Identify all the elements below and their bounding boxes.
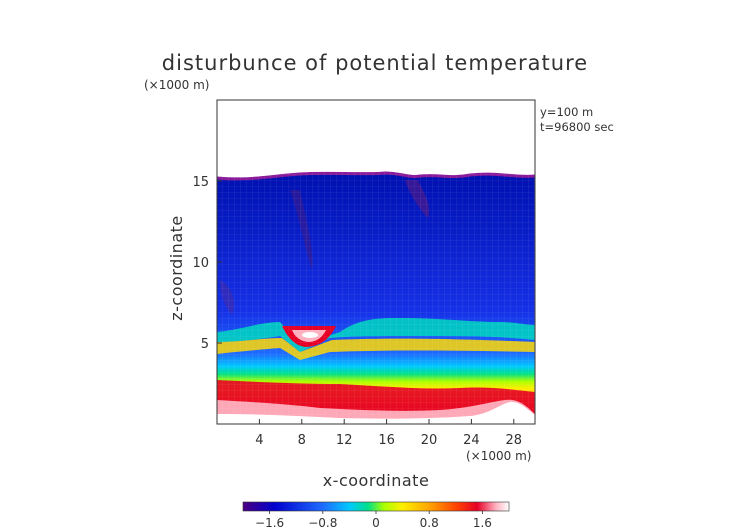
annotation-t: t=96800 sec [540, 120, 614, 134]
y-axis: 5 10 15 [192, 175, 222, 352]
colorbar-tick-label: 1.6 [473, 516, 492, 530]
grid-texture [217, 170, 535, 424]
colorbar-ticks: −1.6 −0.8 0 0.8 1.6 [255, 511, 492, 530]
plot-area [217, 100, 535, 424]
x-tick-label: 16 [378, 433, 395, 448]
x-unit-label: (×1000 m) [466, 449, 531, 463]
annotation-y: y=100 m [540, 105, 593, 119]
x-tick-label: 4 [255, 433, 263, 448]
x-tick-label: 12 [336, 433, 353, 448]
colorbar-tick-label: 0 [372, 516, 380, 530]
colorbar-tick-label: 0.8 [420, 516, 439, 530]
x-tick-label: 28 [506, 433, 523, 448]
y-axis-label: z-coordinate [167, 215, 186, 321]
colorbar [242, 501, 510, 512]
y-tick-label: 5 [201, 337, 209, 352]
x-tick-label: 24 [463, 433, 480, 448]
chart-title: disturbunce of potential temperature [162, 51, 588, 75]
y-tick-label: 10 [192, 256, 209, 271]
colorbar-tick-label: −0.8 [308, 516, 337, 530]
colorbar-tick-label: −1.6 [255, 516, 284, 530]
z-unit-label: (×1000 m) [144, 78, 209, 92]
x-tick-label: 20 [421, 433, 438, 448]
x-axis: 4 8 12 16 20 24 28 [255, 419, 522, 448]
x-axis-label: x-coordinate [323, 471, 430, 490]
y-tick-label: 15 [192, 175, 209, 190]
x-tick-label: 8 [298, 433, 306, 448]
